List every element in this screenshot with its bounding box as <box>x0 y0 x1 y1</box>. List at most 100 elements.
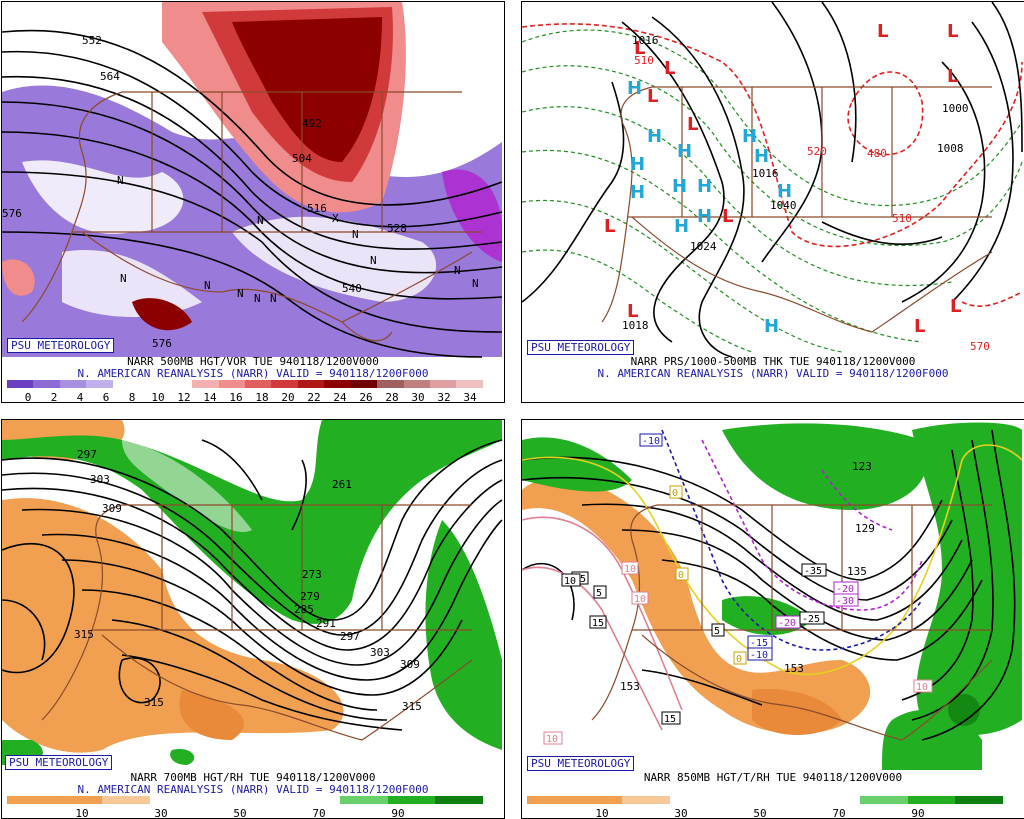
temp-label: 5 <box>714 626 720 637</box>
vorticity-colorbar <box>7 380 483 388</box>
boundaries <box>591 504 993 741</box>
low-symbol: L <box>877 21 888 42</box>
vort-center-label: N <box>257 214 264 227</box>
contour-label: 492 <box>302 117 322 130</box>
high-symbol: H <box>754 146 769 167</box>
tick-label: 26 <box>359 391 373 403</box>
vort-center-label: N <box>352 228 359 241</box>
tick-label: 50 <box>233 807 247 819</box>
temp-label: 0 <box>672 488 678 499</box>
vort-center-label: N <box>204 279 211 292</box>
high-symbol: H <box>677 141 692 162</box>
low-symbol: L <box>947 21 958 42</box>
high-symbol: H <box>697 206 712 227</box>
high-symbol: H <box>672 176 687 197</box>
vort-center-label: N <box>454 264 461 277</box>
tick-label: 4 <box>76 391 84 403</box>
temp-label: 15 <box>592 618 604 629</box>
temp-label: 15 <box>664 714 676 725</box>
low-symbol: L <box>950 296 961 317</box>
rh-colorbar <box>7 796 483 804</box>
vort-center-label: N <box>254 292 261 305</box>
psu-meteorology-badge: PSU METEOROLOGY <box>5 755 113 770</box>
low-symbol: L <box>664 58 675 79</box>
caption-line-2: N. AMERICAN REANALYSIS (NARR) VALID = 94… <box>77 783 429 796</box>
tick-label: 20 <box>281 391 295 403</box>
temp-label: 10 <box>546 734 558 745</box>
vort-center-label: N <box>117 174 124 187</box>
temp-label: 10 <box>564 576 576 587</box>
high-symbol: H <box>697 176 712 197</box>
contour-label: 564 <box>100 70 120 83</box>
tick-label: 70 <box>832 807 846 819</box>
vorticity-map: 552 564 492 504 516 528 540 576 576 N N … <box>2 2 503 358</box>
caption-line-1: NARR 850MB HGT/T/RH TUE 940118/1200V000 <box>643 771 903 784</box>
temp-label: 0 <box>736 654 742 665</box>
thickness-label: 510 <box>892 212 912 225</box>
height-label: 153 <box>784 662 804 675</box>
pressure-label: 1024 <box>690 240 717 253</box>
boundaries <box>601 86 993 333</box>
height-label: 261 <box>332 478 352 491</box>
psu-meteorology-badge: PSU METEOROLOGY <box>7 338 115 353</box>
temp-labels: -10 0 15 15 10 10 5 0 5 0 -35 -15 -10 -3… <box>543 433 933 745</box>
caption-line-2: N. AMERICAN REANALYSIS (NARR) VALID = 94… <box>597 367 949 380</box>
temp-label: 10 <box>624 564 636 575</box>
temp-label: 0 <box>678 570 684 581</box>
pressure-label: 1016 <box>632 34 659 47</box>
tick-label: 22 <box>307 391 321 403</box>
panel-850mb-temp-rh: -10 0 15 15 10 10 5 0 5 0 -35 -15 -10 -3… <box>521 419 1024 819</box>
vort-center-label: N <box>472 277 479 290</box>
height-label: 315 <box>144 696 164 709</box>
rh-moist-field <box>722 423 928 510</box>
temp850-map: -10 0 15 15 10 10 5 0 5 0 -35 -15 -10 -3… <box>522 422 1023 770</box>
vort-center-label: X <box>332 212 339 225</box>
low-symbol: L <box>722 206 733 227</box>
tick-label: 30 <box>674 807 688 819</box>
temp-label: -15 <box>750 638 768 649</box>
isotherms <box>522 429 1023 731</box>
temp-label: 10 <box>916 682 928 693</box>
height-label: 297 <box>340 630 360 643</box>
high-symbol: H <box>627 78 642 99</box>
contour-label: 516 <box>307 202 327 215</box>
temp-label: -20 <box>778 618 796 629</box>
tick-label: 50 <box>753 807 767 819</box>
thickness-540 <box>522 23 1023 307</box>
tick-label: 12 <box>177 391 191 403</box>
temp-label: -30 <box>836 596 854 607</box>
contour-label: 576 <box>2 207 22 220</box>
height-label: 315 <box>402 700 422 713</box>
vort-center-label: N <box>370 254 377 267</box>
rh-moist-field <box>2 420 502 624</box>
tick-label: 14 <box>203 391 217 403</box>
pressure-label: 1000 <box>942 102 969 115</box>
tick-label: 10 <box>595 807 609 819</box>
high-symbol: H <box>674 216 689 237</box>
high-symbol: H <box>742 126 757 147</box>
boundaries <box>21 91 482 342</box>
tick-label: 28 <box>385 391 399 403</box>
height-label: 309 <box>400 658 420 671</box>
caption-line-2: N. AMERICAN REANALYSIS (NARR) VALID = 94… <box>77 367 429 380</box>
boundaries <box>41 504 473 741</box>
pressure-label: 1018 <box>622 319 649 332</box>
psu-meteorology-badge: PSU METEOROLOGY <box>527 756 635 771</box>
psu-meteorology-badge: PSU METEOROLOGY <box>527 340 635 355</box>
pressure-label: 1040 <box>770 199 797 212</box>
thickness-label: 520 <box>807 145 827 158</box>
pressure-label: 1008 <box>937 142 964 155</box>
caption-line-1: NARR 500MB HGT/VOR TUE 940118/1200V000 <box>127 355 379 368</box>
caption-line-1: NARR PRS/1000-500MB THK TUE 940118/1200V… <box>630 355 916 368</box>
contour-label: 576 <box>152 337 172 350</box>
low-symbol: L <box>687 114 698 135</box>
panel-700mb-rh: 297 303 309 315 261 273 279 285 291 297 … <box>1 419 505 819</box>
height-label: 303 <box>90 473 110 486</box>
temp-label: -10 <box>642 436 660 447</box>
high-symbol: H <box>630 154 645 175</box>
low-symbol: L <box>914 316 925 337</box>
height-label: 123 <box>852 460 872 473</box>
tick-label: 34 <box>463 391 477 403</box>
tick-label: 32 <box>437 391 451 403</box>
panel-sfc-pressure-thickness: H H H H H H H H H H H H H L L L L L L L … <box>521 1 1024 403</box>
